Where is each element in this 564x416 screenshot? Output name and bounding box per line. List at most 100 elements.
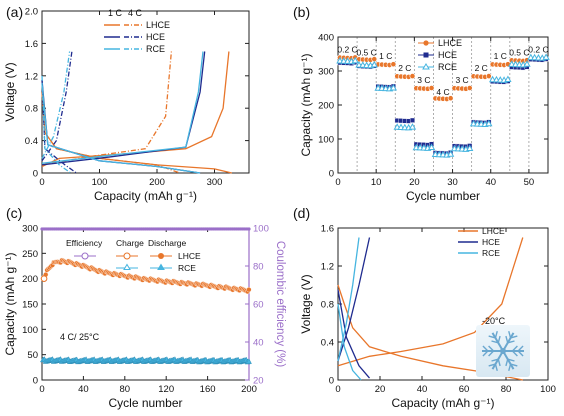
x-tick-label: 10 [371, 177, 382, 188]
series-line-rce-4c-discharge [41, 75, 72, 174]
y-tick-label: 0 [33, 169, 38, 180]
snowflake-branch [488, 363, 496, 367]
x-tick-label: 40 [417, 384, 428, 395]
series-line-rce-1c-discharge [41, 83, 201, 174]
marker-ce [247, 227, 251, 231]
series-line-hce-discharge [337, 289, 370, 379]
snowflake-branch [488, 350, 495, 357]
legend-marker-rce-charge [123, 263, 131, 270]
annotation: 4 C/ 25°C [60, 332, 100, 342]
x-tick-label: 80 [120, 384, 131, 395]
series-line-hce-charge [337, 237, 371, 362]
legend-header: Charge [116, 238, 144, 248]
legend-entry: HCE [438, 50, 457, 60]
marker-rce [351, 56, 359, 64]
legend-entry: LHCE [438, 38, 462, 48]
legend-entry: RCE [146, 44, 165, 54]
marker-lhce [409, 73, 416, 79]
y-tick-label: 400 [318, 33, 334, 44]
y2-tick-label: 40 [253, 338, 264, 349]
legend-marker [423, 52, 429, 58]
series-line-hce-4c-discharge [41, 79, 77, 174]
legend-header: 4 C [128, 8, 143, 18]
snowflake-arm [502, 332, 515, 352]
snowflake-branch [482, 350, 489, 357]
series-line-lhce-4c-charge [41, 51, 173, 166]
series-line-rce-charge [337, 237, 360, 362]
snowflake-arm [491, 350, 504, 370]
y-tick-label: 200 [22, 274, 38, 285]
panel-label: (d) [293, 205, 310, 221]
x-tick-label: 20 [375, 384, 386, 395]
legend-entry: HCE [482, 237, 500, 247]
snowflake-branch [497, 335, 501, 343]
marker-hce [409, 117, 415, 123]
y2-tick-label: 20 [253, 376, 264, 387]
y-tick-label: 0 [33, 376, 38, 387]
rate-label: 1 C [379, 51, 392, 61]
snowflake-branch [482, 345, 489, 352]
x-tick-label: 100 [92, 177, 108, 188]
x-tick-label: 200 [149, 177, 165, 188]
marker-rce [427, 143, 436, 150]
y-tick-label: 250 [22, 249, 38, 260]
y-axis-label: Capacity (mAh g⁻¹) [299, 53, 313, 156]
y-tick-label: 2.0 [25, 7, 38, 18]
panel-label: (a) [6, 4, 23, 20]
legend-entry: LHCE [178, 251, 201, 261]
rate-label: 0.5 C [356, 48, 376, 58]
marker-lhce-first [40, 275, 48, 282]
snowflake-branch [508, 330, 512, 339]
snowflake-icon [476, 325, 530, 377]
series-line-lhce-charge [337, 237, 524, 367]
y-tick-label: 0 [329, 376, 334, 387]
legend-entry: LHCE [482, 226, 505, 236]
y-tick-label: 0 [329, 169, 334, 180]
marker-rce [504, 75, 512, 82]
snowflake-arm [502, 350, 515, 370]
y-tick-label: 100 [22, 325, 38, 336]
y-axis-label: Voltage (V) [299, 274, 313, 333]
snowflake-branch [510, 363, 518, 367]
marker-rce [370, 60, 378, 68]
y-tick-label: 0.8 [321, 300, 334, 311]
marker-lhce [466, 85, 473, 91]
plot-frame [41, 227, 250, 381]
snowflake-branch [511, 350, 518, 357]
snowflake-branch [505, 359, 509, 367]
y-tick-label: 50 [27, 350, 38, 361]
snowflake-branch [488, 345, 495, 352]
series-line-rce-1c-charge [41, 51, 204, 164]
snowflake-branch [517, 350, 524, 357]
y-tick-label: 300 [318, 67, 334, 78]
rate-label: 1 C [494, 51, 507, 61]
y-tick-label: 300 [22, 224, 38, 235]
x-tick-label: 200 [241, 384, 257, 395]
marker-lhce [246, 287, 252, 293]
series-line-rce-4c-charge [41, 51, 71, 159]
series-line-lhce-1c-discharge [41, 91, 232, 174]
legend-header: Discharge [148, 238, 187, 248]
y-tick-label: 0.8 [25, 104, 38, 115]
annotation: -20°C [482, 316, 506, 326]
rate-label: 0.2 C [337, 44, 357, 54]
marker-lhce [485, 73, 492, 79]
legend-header: Efficiency [66, 238, 103, 248]
x-axis-label: Capacity (mAh g⁻¹) [391, 396, 494, 410]
snowflake-arm [491, 332, 504, 352]
legend-entry: HCE [146, 32, 165, 42]
snowflake-branch [517, 345, 524, 352]
legend-marker-lhce-discharge [158, 253, 164, 259]
rate-label: 3 C [455, 75, 468, 85]
y2-tick-label: 60 [253, 300, 264, 311]
marker-rce [542, 53, 550, 60]
marker-lhce [447, 95, 454, 102]
legend-marker-ce [81, 252, 89, 260]
x-axis-label: Cycle number [108, 396, 182, 410]
marker-lhce [428, 85, 435, 91]
x-tick-label: 40 [485, 177, 496, 188]
panel-a: 0 100 200 300 0 0.4 0.8 1.2 1.6 2.0 Capacity (mAh … [3, 7, 250, 203]
y-tick-label: 0.4 [321, 338, 334, 349]
marker-lhce [390, 61, 397, 68]
legend-marker [423, 40, 429, 46]
